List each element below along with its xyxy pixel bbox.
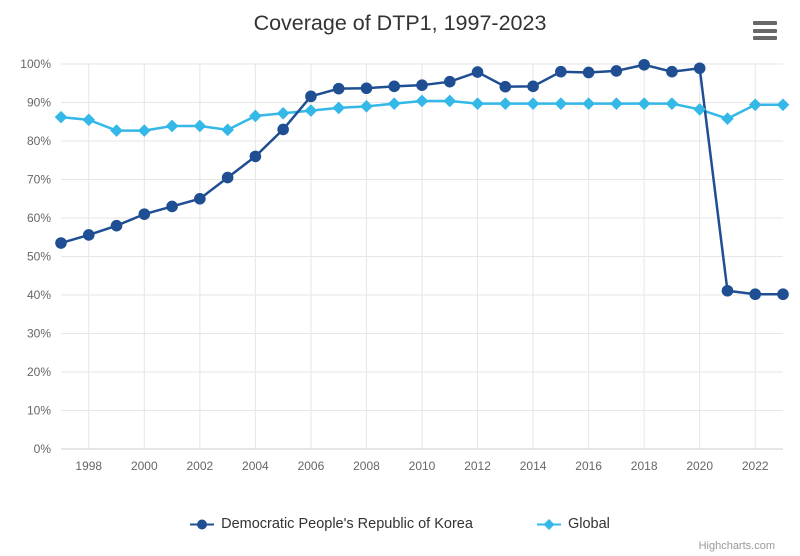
svg-text:90%: 90% [27,96,51,110]
svg-text:2012: 2012 [464,459,491,473]
svg-text:80%: 80% [27,134,51,148]
svg-text:2016: 2016 [575,459,602,473]
svg-text:70%: 70% [27,173,51,187]
svg-text:2014: 2014 [520,459,547,473]
svg-text:2002: 2002 [186,459,213,473]
svg-text:2000: 2000 [131,459,158,473]
svg-text:30%: 30% [27,327,51,341]
svg-text:1998: 1998 [75,459,102,473]
svg-text:50%: 50% [27,250,51,264]
svg-text:100%: 100% [20,57,51,71]
svg-text:2004: 2004 [242,459,269,473]
svg-text:60%: 60% [27,211,51,225]
svg-text:2018: 2018 [631,459,658,473]
svg-text:2022: 2022 [742,459,769,473]
svg-text:2006: 2006 [298,459,325,473]
svg-text:2020: 2020 [686,459,713,473]
svg-text:2008: 2008 [353,459,380,473]
svg-text:10%: 10% [27,404,51,418]
svg-text:40%: 40% [27,288,51,302]
svg-text:0%: 0% [34,442,52,456]
svg-text:20%: 20% [27,365,51,379]
svg-text:2010: 2010 [409,459,436,473]
